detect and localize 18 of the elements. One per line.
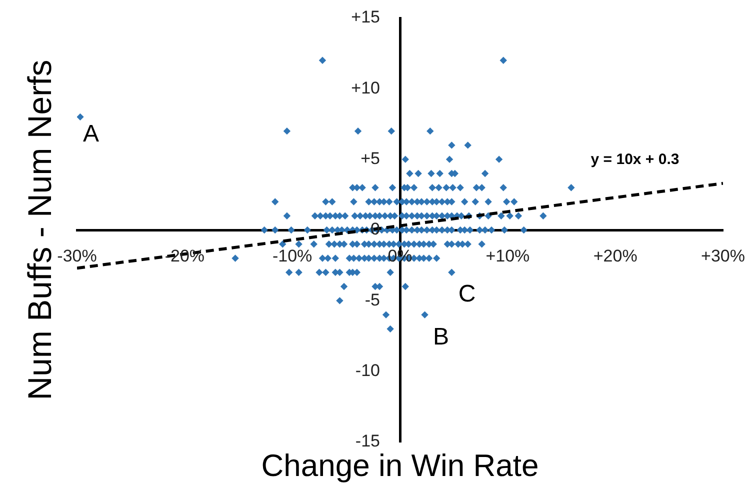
y-tick-label: +5 (360, 149, 380, 168)
x-tick-label: +30% (701, 246, 745, 266)
x-axis-title: Change in Win Rate (260, 448, 540, 484)
x-tick-label: -10% (272, 246, 312, 266)
annotation: A (82, 120, 100, 148)
y-axis-title: Num Buffs - Num Nerfs (21, 60, 58, 400)
annotation: B (432, 324, 450, 351)
y-tick-label: +15 (351, 8, 380, 27)
y-tick-label: -10 (355, 361, 380, 380)
y-tick-label: 0 (370, 220, 380, 239)
annotation: y = 10x + 0.3 (590, 151, 680, 168)
y-tick-label: -15 (355, 432, 380, 451)
x-tick-label: +20% (593, 246, 638, 266)
annotation: C (458, 280, 476, 308)
x-tick-label: -30% (57, 246, 97, 266)
y-tick-label: -5 (364, 290, 380, 310)
x-tick-label: +10% (486, 246, 530, 266)
y-tick-label: +10 (351, 78, 380, 98)
